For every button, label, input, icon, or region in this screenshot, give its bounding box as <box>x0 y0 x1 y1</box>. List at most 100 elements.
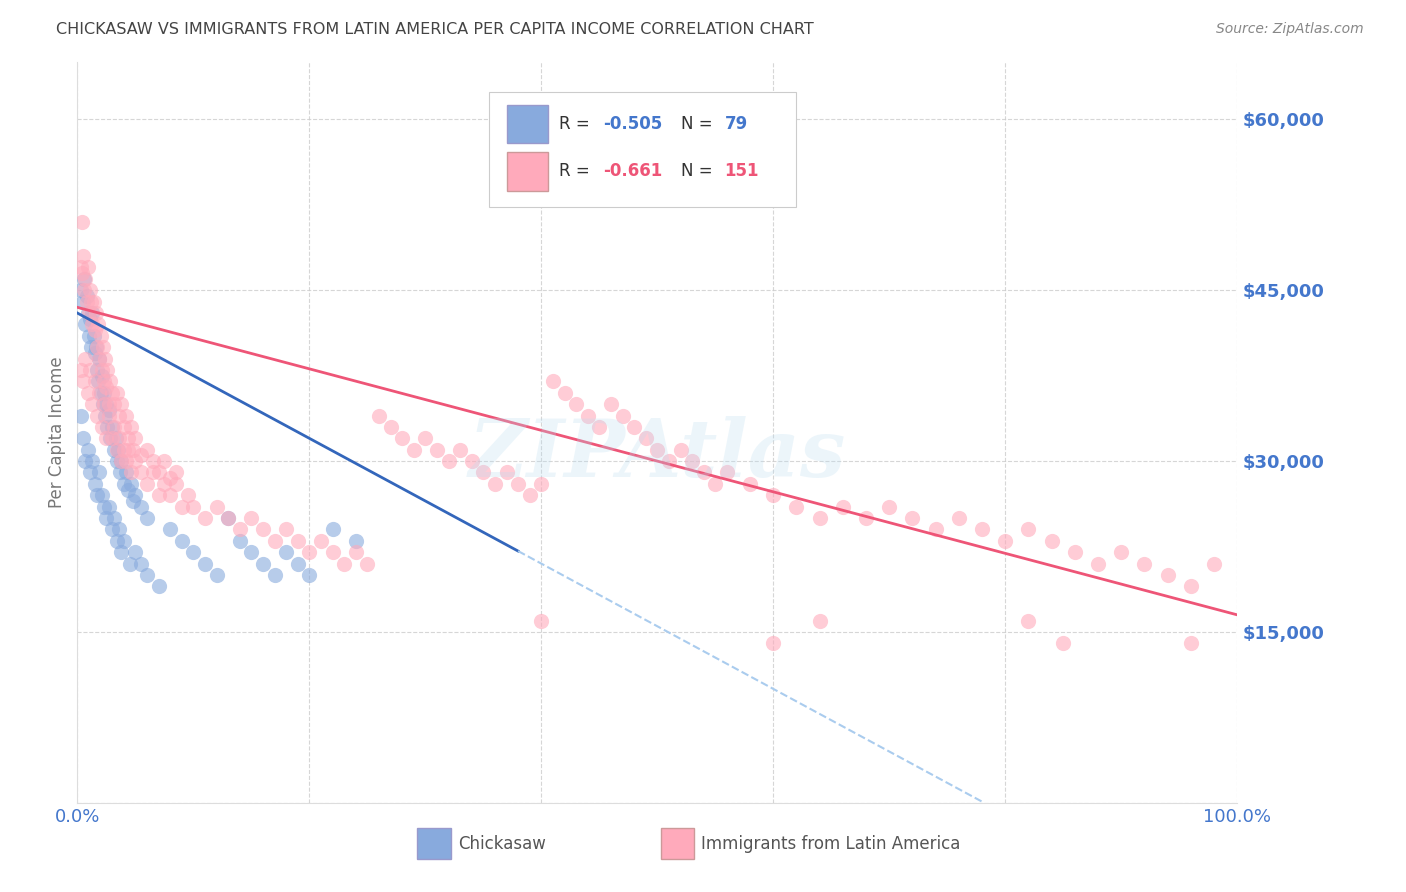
Point <box>380 420 402 434</box>
Point <box>263 533 285 548</box>
Point <box>72 431 94 445</box>
Point <box>124 545 146 559</box>
Point <box>240 511 263 525</box>
Point <box>153 476 176 491</box>
Point <box>217 511 239 525</box>
Point <box>194 557 217 571</box>
Point <box>79 466 101 480</box>
Point <box>69 409 91 423</box>
Point <box>105 442 128 457</box>
Point <box>1111 545 1133 559</box>
Point <box>82 306 104 320</box>
Point <box>110 466 132 480</box>
Point <box>93 500 115 514</box>
Point <box>80 340 103 354</box>
Point <box>75 351 97 366</box>
Point <box>108 523 131 537</box>
Point <box>96 380 118 394</box>
Point <box>391 431 413 445</box>
Point <box>274 545 298 559</box>
Point <box>344 545 367 559</box>
FancyBboxPatch shape <box>489 92 796 207</box>
Point <box>76 294 98 309</box>
Point <box>86 409 108 423</box>
Point <box>76 306 98 320</box>
Point <box>83 328 105 343</box>
Point <box>75 272 97 286</box>
Point <box>73 283 96 297</box>
Point <box>120 420 142 434</box>
Point <box>704 476 727 491</box>
Point <box>1018 523 1040 537</box>
Point <box>576 409 599 423</box>
Point <box>69 363 91 377</box>
Point <box>69 260 91 275</box>
Point <box>112 420 135 434</box>
Point <box>159 471 181 485</box>
Point <box>86 363 108 377</box>
Point <box>115 454 138 468</box>
Point <box>461 454 484 468</box>
Text: 79: 79 <box>724 115 748 133</box>
Point <box>115 466 138 480</box>
Point <box>112 533 135 548</box>
Point <box>89 385 111 400</box>
Point <box>122 442 145 457</box>
Point <box>142 466 165 480</box>
Point <box>87 375 110 389</box>
Point <box>634 431 657 445</box>
Point <box>77 306 100 320</box>
Point <box>600 397 623 411</box>
Point <box>740 476 762 491</box>
Point <box>105 385 128 400</box>
Point <box>693 466 716 480</box>
Point <box>117 483 139 497</box>
Point <box>124 488 146 502</box>
Point <box>75 318 97 332</box>
Point <box>252 557 274 571</box>
Point <box>105 454 128 468</box>
Point <box>103 420 125 434</box>
Point <box>84 306 107 320</box>
Point <box>142 454 165 468</box>
Point <box>97 397 120 411</box>
Point <box>135 476 157 491</box>
Point <box>76 260 98 275</box>
Point <box>972 523 994 537</box>
Point <box>877 500 901 514</box>
Point <box>94 409 117 423</box>
Point <box>93 385 115 400</box>
Point <box>135 511 157 525</box>
Point <box>287 533 309 548</box>
Point <box>426 442 449 457</box>
Point <box>1180 579 1202 593</box>
Point <box>89 466 111 480</box>
Point <box>120 476 142 491</box>
Text: -0.661: -0.661 <box>603 162 662 180</box>
Text: -0.505: -0.505 <box>603 115 662 133</box>
Point <box>107 442 129 457</box>
Point <box>153 454 176 468</box>
Text: N =: N = <box>681 115 717 133</box>
Point <box>165 476 187 491</box>
Point <box>82 454 104 468</box>
Point <box>90 385 111 400</box>
Point <box>287 557 309 571</box>
Point <box>86 340 108 354</box>
Point <box>240 545 263 559</box>
Point <box>994 533 1017 548</box>
Point <box>762 636 785 650</box>
Text: Source: ZipAtlas.com: Source: ZipAtlas.com <box>1216 22 1364 37</box>
Point <box>97 409 120 423</box>
Text: R =: R = <box>558 115 595 133</box>
Point <box>565 397 588 411</box>
Point <box>333 557 356 571</box>
Point <box>321 523 344 537</box>
Point <box>96 363 118 377</box>
Text: CHICKASAW VS IMMIGRANTS FROM LATIN AMERICA PER CAPITA INCOME CORRELATION CHART: CHICKASAW VS IMMIGRANTS FROM LATIN AMERI… <box>56 22 814 37</box>
Point <box>170 533 193 548</box>
Point <box>530 614 553 628</box>
Point <box>228 533 252 548</box>
Point <box>96 397 118 411</box>
Point <box>205 500 228 514</box>
